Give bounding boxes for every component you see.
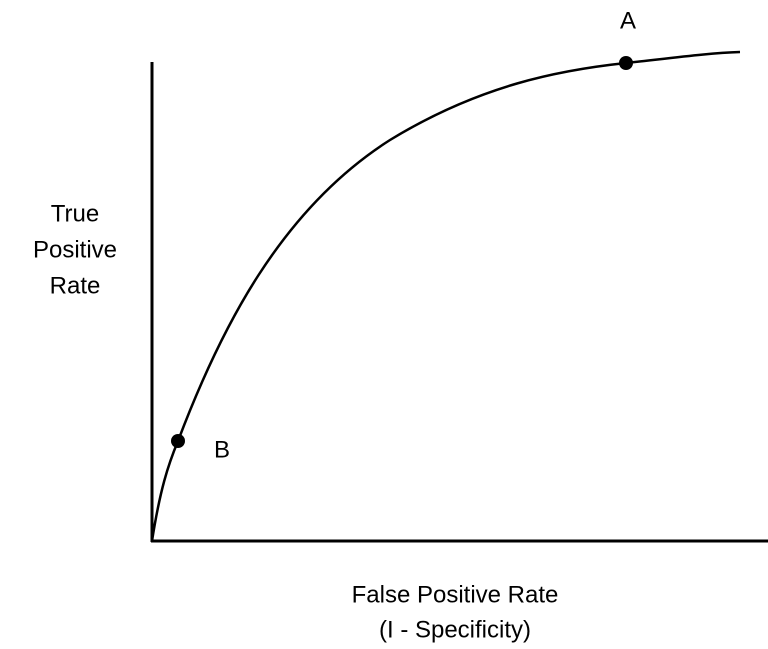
y-axis-label: True	[51, 200, 99, 227]
point-a	[619, 56, 633, 70]
point-label: A	[620, 7, 636, 34]
roc-curve	[150, 50, 741, 542]
y-axis-label: Positive	[33, 236, 117, 263]
y-axis-label: Rate	[50, 272, 101, 299]
x-axis-label: False Positive Rate	[352, 581, 559, 608]
point-label: B	[214, 436, 230, 463]
x-axis-label: (I - Specificity)	[379, 616, 531, 643]
point-b	[171, 434, 185, 448]
